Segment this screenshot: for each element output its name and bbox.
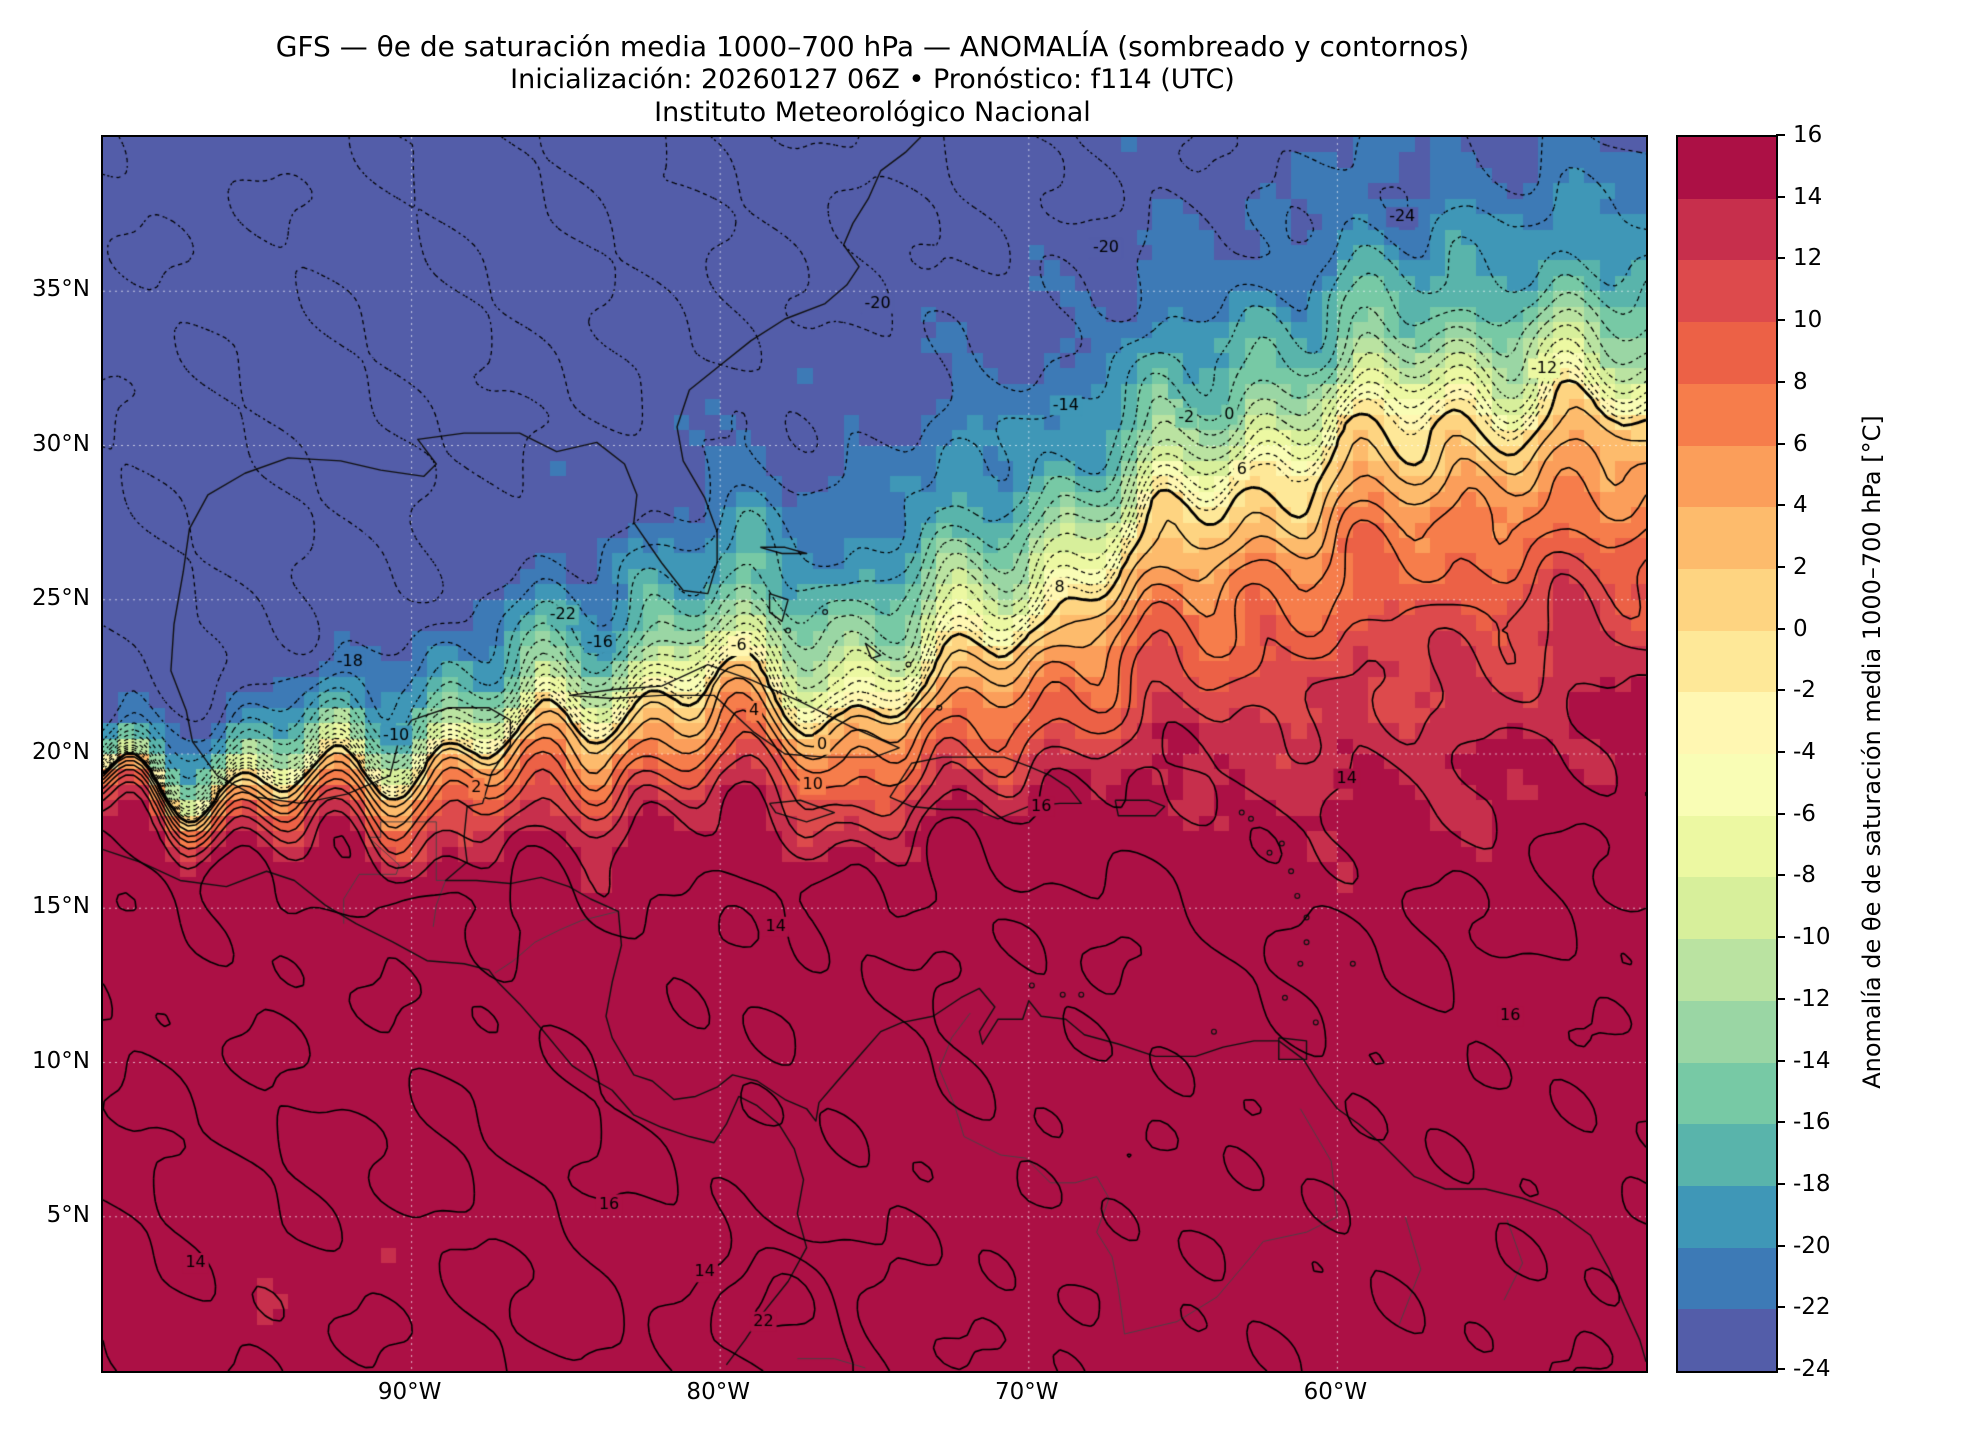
colorbar-segment [1678,815,1776,878]
colorbar-tick-mark [1776,997,1785,1000]
colorbar-tick-mark [1776,1182,1785,1185]
colorbar-segment [1678,1124,1776,1186]
colorbar-segment [1678,383,1776,446]
colorbar-tick-label: -8 [1793,862,1816,889]
colorbar-tick-mark [1776,874,1785,877]
colorbar-tick-mark [1776,1121,1785,1124]
x-tick-label: 60°W [1303,1379,1368,1405]
y-tick-label: 15°N [32,893,90,920]
colorbar [1676,135,1778,1373]
map-plot-area [101,135,1648,1373]
colorbar-segment [1678,260,1776,323]
colorbar-segment [1678,568,1776,631]
colorbar-tick-mark [1776,751,1785,753]
colorbar-segment [1678,1247,1776,1310]
colorbar-tick-label: -14 [1793,1047,1831,1074]
colorbar-segment [1678,1309,1776,1372]
colorbar-tick-mark [1776,689,1785,692]
colorbar-segment [1678,445,1776,508]
colorbar-segment [1678,198,1776,261]
y-tick-label: 25°N [32,584,90,611]
colorbar-tick-mark [1776,565,1785,568]
colorbar-segment [1678,1185,1776,1248]
colorbar-tick-label: -4 [1793,739,1816,765]
colorbar-axis-label: Anomalía de θe de saturación media 1000–… [1858,415,1886,1089]
colorbar-tick-label: 12 [1793,245,1823,272]
colorbar-segment [1678,507,1776,569]
colorbar-tick-mark [1776,1059,1785,1062]
page-title: GFS — θe de saturación media 1000–700 hP… [275,30,1470,63]
y-tick-label: 35°N [32,276,90,303]
colorbar-tick-mark [1776,134,1785,136]
y-tick-label: 5°N [46,1201,90,1228]
colorbar-tick-mark [1776,257,1785,260]
colorbar-tick-label: 16 [1793,122,1823,148]
colorbar-segment [1678,1000,1776,1063]
colorbar-tick-mark [1776,1244,1785,1247]
colorbar-tick-label: -24 [1793,1356,1831,1382]
x-tick-label: 70°W [995,1379,1059,1405]
colorbar-tick-label: 14 [1793,183,1823,210]
colorbar-tick-label: -18 [1793,1170,1831,1197]
colorbar-tick-mark [1776,504,1785,507]
colorbar-tick-label: -16 [1793,1109,1831,1136]
colorbar-segment [1678,322,1776,384]
x-tick-label: 90°W [377,1379,442,1405]
colorbar-segment [1678,137,1776,199]
institution-title: Instituto Meteorológico Nacional [654,97,1091,128]
colorbar-tick-label: -10 [1793,924,1831,951]
colorbar-segment [1678,939,1776,1001]
colorbar-tick-mark [1776,442,1785,445]
y-tick-label: 20°N [32,739,90,765]
colorbar-segment [1678,754,1776,816]
map-canvas [103,137,1646,1371]
colorbar-tick-mark [1776,1306,1785,1309]
colorbar-tick-mark [1776,936,1785,939]
colorbar-segment [1678,692,1776,755]
colorbar-tick-label: -6 [1793,800,1816,827]
colorbar-tick-label: 0 [1793,615,1808,642]
colorbar-tick-label: -12 [1793,985,1831,1012]
colorbar-tick-label: -22 [1793,1294,1831,1321]
colorbar-tick-mark [1776,627,1785,630]
colorbar-tick-label: 2 [1793,553,1808,580]
colorbar-segment [1678,630,1776,693]
colorbar-tick-label: 10 [1793,307,1823,334]
y-tick-label: 30°N [32,430,90,457]
colorbar-segment [1678,877,1776,940]
colorbar-tick-mark [1776,812,1785,815]
colorbar-tick-mark [1776,195,1785,198]
y-tick-label: 10°N [32,1047,90,1074]
colorbar-tick-label: -20 [1793,1232,1831,1259]
x-tick-label: 80°W [686,1379,750,1405]
colorbar-tick-label: 8 [1793,368,1808,395]
colorbar-tick-label: 6 [1793,430,1808,457]
colorbar-tick-mark [1776,380,1785,383]
colorbar-tick-mark [1776,319,1785,322]
colorbar-tick-mark [1776,1368,1785,1370]
colorbar-tick-label: -2 [1793,677,1816,704]
colorbar-tick-label: 4 [1793,492,1808,519]
page-subtitle: Inicialización: 20260127 06Z • Pronóstic… [510,64,1235,95]
colorbar-segment [1678,1062,1776,1125]
